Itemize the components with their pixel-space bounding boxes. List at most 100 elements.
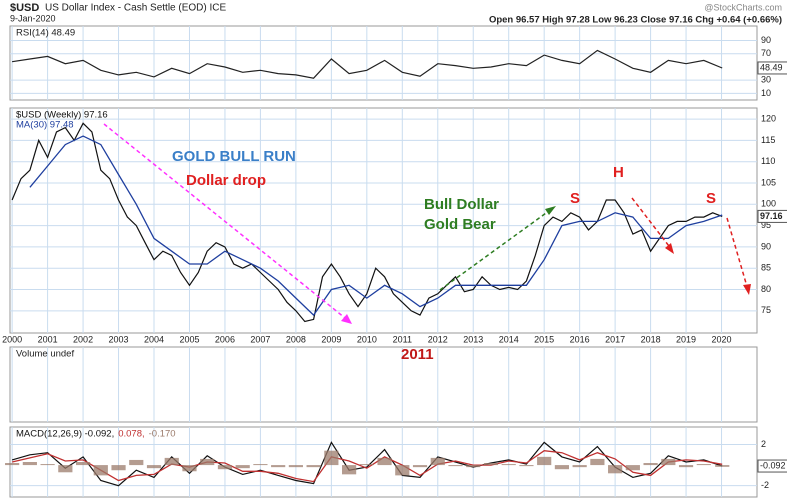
last-value-box <box>757 209 787 223</box>
histogram-bar <box>483 463 499 466</box>
histogram-bar <box>501 464 516 466</box>
last-value-label: 97.16 <box>760 211 783 221</box>
x-tick-label: 2016 <box>570 334 590 344</box>
x-tick-label: 2005 <box>179 334 199 344</box>
histogram-bar <box>661 458 676 466</box>
histogram-bar <box>537 456 552 466</box>
x-tick-label: 2001 <box>38 334 58 344</box>
y-tick-label: 90 <box>761 35 771 45</box>
legend-label: 0.078, <box>118 429 144 440</box>
y-tick-label: 2 <box>761 439 766 449</box>
histogram-bar <box>75 462 91 466</box>
arrow <box>726 217 749 291</box>
arrowhead <box>743 284 751 295</box>
histogram-bar <box>412 465 428 468</box>
histogram-bar <box>306 465 321 468</box>
y-tick-label: -2 <box>761 480 769 490</box>
legend-label: MACD(12,26,9) -0.092, <box>16 429 114 440</box>
annotation: Dollar drop <box>186 172 266 189</box>
histogram-bar <box>324 450 339 466</box>
histogram-bar <box>448 465 463 467</box>
arrowhead <box>545 206 556 215</box>
x-tick-label: 2019 <box>676 334 696 344</box>
histogram-bar <box>696 464 711 466</box>
last-value-box <box>757 459 787 473</box>
y-tick-label: 85 <box>761 263 771 273</box>
y-tick-label: 100 <box>761 199 776 209</box>
x-tick-label: 2007 <box>250 334 270 344</box>
histogram-bar <box>430 457 445 466</box>
panel-frame <box>9 346 758 423</box>
x-tick-label: 2018 <box>641 334 661 344</box>
histogram-bar <box>182 465 197 472</box>
x-tick-label: 2014 <box>499 334 519 344</box>
last-value-box <box>757 61 787 75</box>
histogram-bar <box>40 464 55 466</box>
histogram-bar <box>554 465 570 470</box>
legend-label: -0.170 <box>149 429 176 440</box>
x-tick-label: 2009 <box>321 334 341 344</box>
histogram-bar <box>22 462 37 466</box>
x-tick-label: 2006 <box>215 334 235 344</box>
x-tick-label: 2010 <box>357 334 377 344</box>
histogram-bar <box>129 459 144 466</box>
histogram-bar <box>93 465 108 476</box>
last-value-label: -0.092 <box>760 460 786 470</box>
histogram-bar <box>111 465 126 471</box>
quote: Open 96.57 High 97.28 Low 96.23 Close 97… <box>489 15 782 26</box>
arrow <box>439 207 554 291</box>
legend-label: $USD (Weekly) 97.16 <box>16 110 108 121</box>
panel-title: Volume undef <box>16 349 74 360</box>
y-tick-label: 115 <box>761 135 775 145</box>
x-tick-label: 2015 <box>534 334 554 344</box>
histogram-bar <box>715 465 730 467</box>
histogram-bar <box>288 465 303 468</box>
arrowhead <box>665 243 674 254</box>
histogram-bar <box>377 457 392 466</box>
histogram-bar <box>643 463 658 466</box>
y-tick-label: 80 <box>761 284 771 294</box>
annotation: Bull Dollar <box>424 196 499 213</box>
x-tick-label: 2002 <box>73 334 93 344</box>
series-line <box>11 450 723 483</box>
series-line <box>11 122 723 323</box>
histogram-bar <box>678 465 694 468</box>
y-tick-label: 10 <box>761 88 771 98</box>
x-tick-label: 2020 <box>712 334 732 344</box>
x-tick-label: 2017 <box>605 334 625 344</box>
x-tick-label: 2000 <box>2 334 22 344</box>
histogram-bar <box>271 465 286 468</box>
histogram-bar <box>146 465 162 469</box>
last-value-label: 48.49 <box>760 62 783 72</box>
y-tick-label: 95 <box>761 220 771 230</box>
x-tick-label: 2013 <box>463 334 483 344</box>
histogram-bar <box>359 464 374 466</box>
annotation: S <box>570 190 580 207</box>
histogram-bar <box>395 465 410 476</box>
annotation: GOLD BULL RUN <box>172 148 296 165</box>
histogram-bar <box>590 458 605 466</box>
panel-frame <box>9 107 758 334</box>
x-tick-label: 2011 <box>393 334 412 344</box>
histogram-bar <box>572 465 587 468</box>
histogram-bar <box>608 465 623 474</box>
histogram-bar <box>164 457 179 466</box>
y-tick-label: 90 <box>761 241 771 251</box>
arrow <box>103 123 351 323</box>
x-tick-label: 2008 <box>286 334 306 344</box>
histogram-bar <box>235 465 250 469</box>
histogram-bar <box>625 465 640 471</box>
series-line <box>29 135 723 317</box>
series-line <box>11 441 723 487</box>
histogram-bar <box>5 463 20 466</box>
annotation: Gold Bear <box>424 216 496 233</box>
series-line <box>12 49 723 79</box>
symbol: $USD <box>10 2 39 14</box>
legend-label: MA(30) 97.48 <box>16 120 74 131</box>
x-tick-label: 2003 <box>109 334 129 344</box>
annotation: 2011 <box>401 346 434 363</box>
y-tick-label: 120 <box>761 113 776 123</box>
arrowhead <box>341 314 352 324</box>
